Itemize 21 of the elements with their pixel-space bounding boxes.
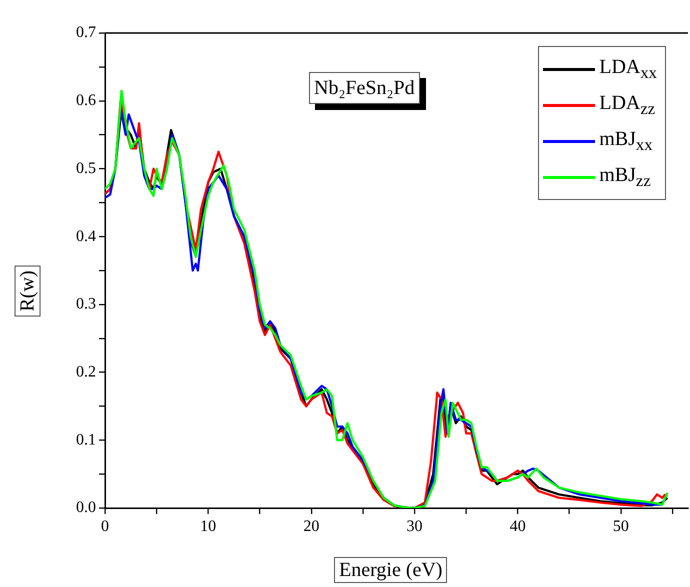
y-tick-label: 0.5: [76, 160, 96, 177]
y-tick-label: 0.7: [76, 24, 96, 42]
legend-label: mBJ$_{xx}$: [599, 128, 653, 154]
x-tick-label: 0: [101, 518, 109, 535]
annotation: Nb₂FeSn₂Pd: [309, 72, 420, 104]
x-tick-label: 30: [406, 518, 423, 535]
y-tick-label: 0.4: [76, 228, 96, 245]
x-tick-label: 10: [200, 518, 216, 535]
legend-label: mBJ$_{zz}$: [599, 164, 651, 190]
y-tick-label: 0.2: [76, 363, 96, 380]
y-tick-label: 0.6: [76, 92, 96, 110]
x-tick-label: 50: [612, 518, 629, 535]
y-tick-label: 0.3: [76, 296, 96, 313]
y-axis-title: R(w): [14, 265, 41, 317]
x-tick-label: 20: [303, 518, 320, 535]
x-tick-label: 40: [510, 518, 526, 535]
y-tick-label: 0.1: [76, 431, 96, 448]
y-tick-label: 0.0: [76, 499, 96, 516]
legend-label: LDA$_{xx}$: [599, 56, 657, 82]
legend-label: LDA$_{zz}$: [599, 92, 656, 118]
x-axis-title: Energie (eV): [334, 557, 448, 583]
